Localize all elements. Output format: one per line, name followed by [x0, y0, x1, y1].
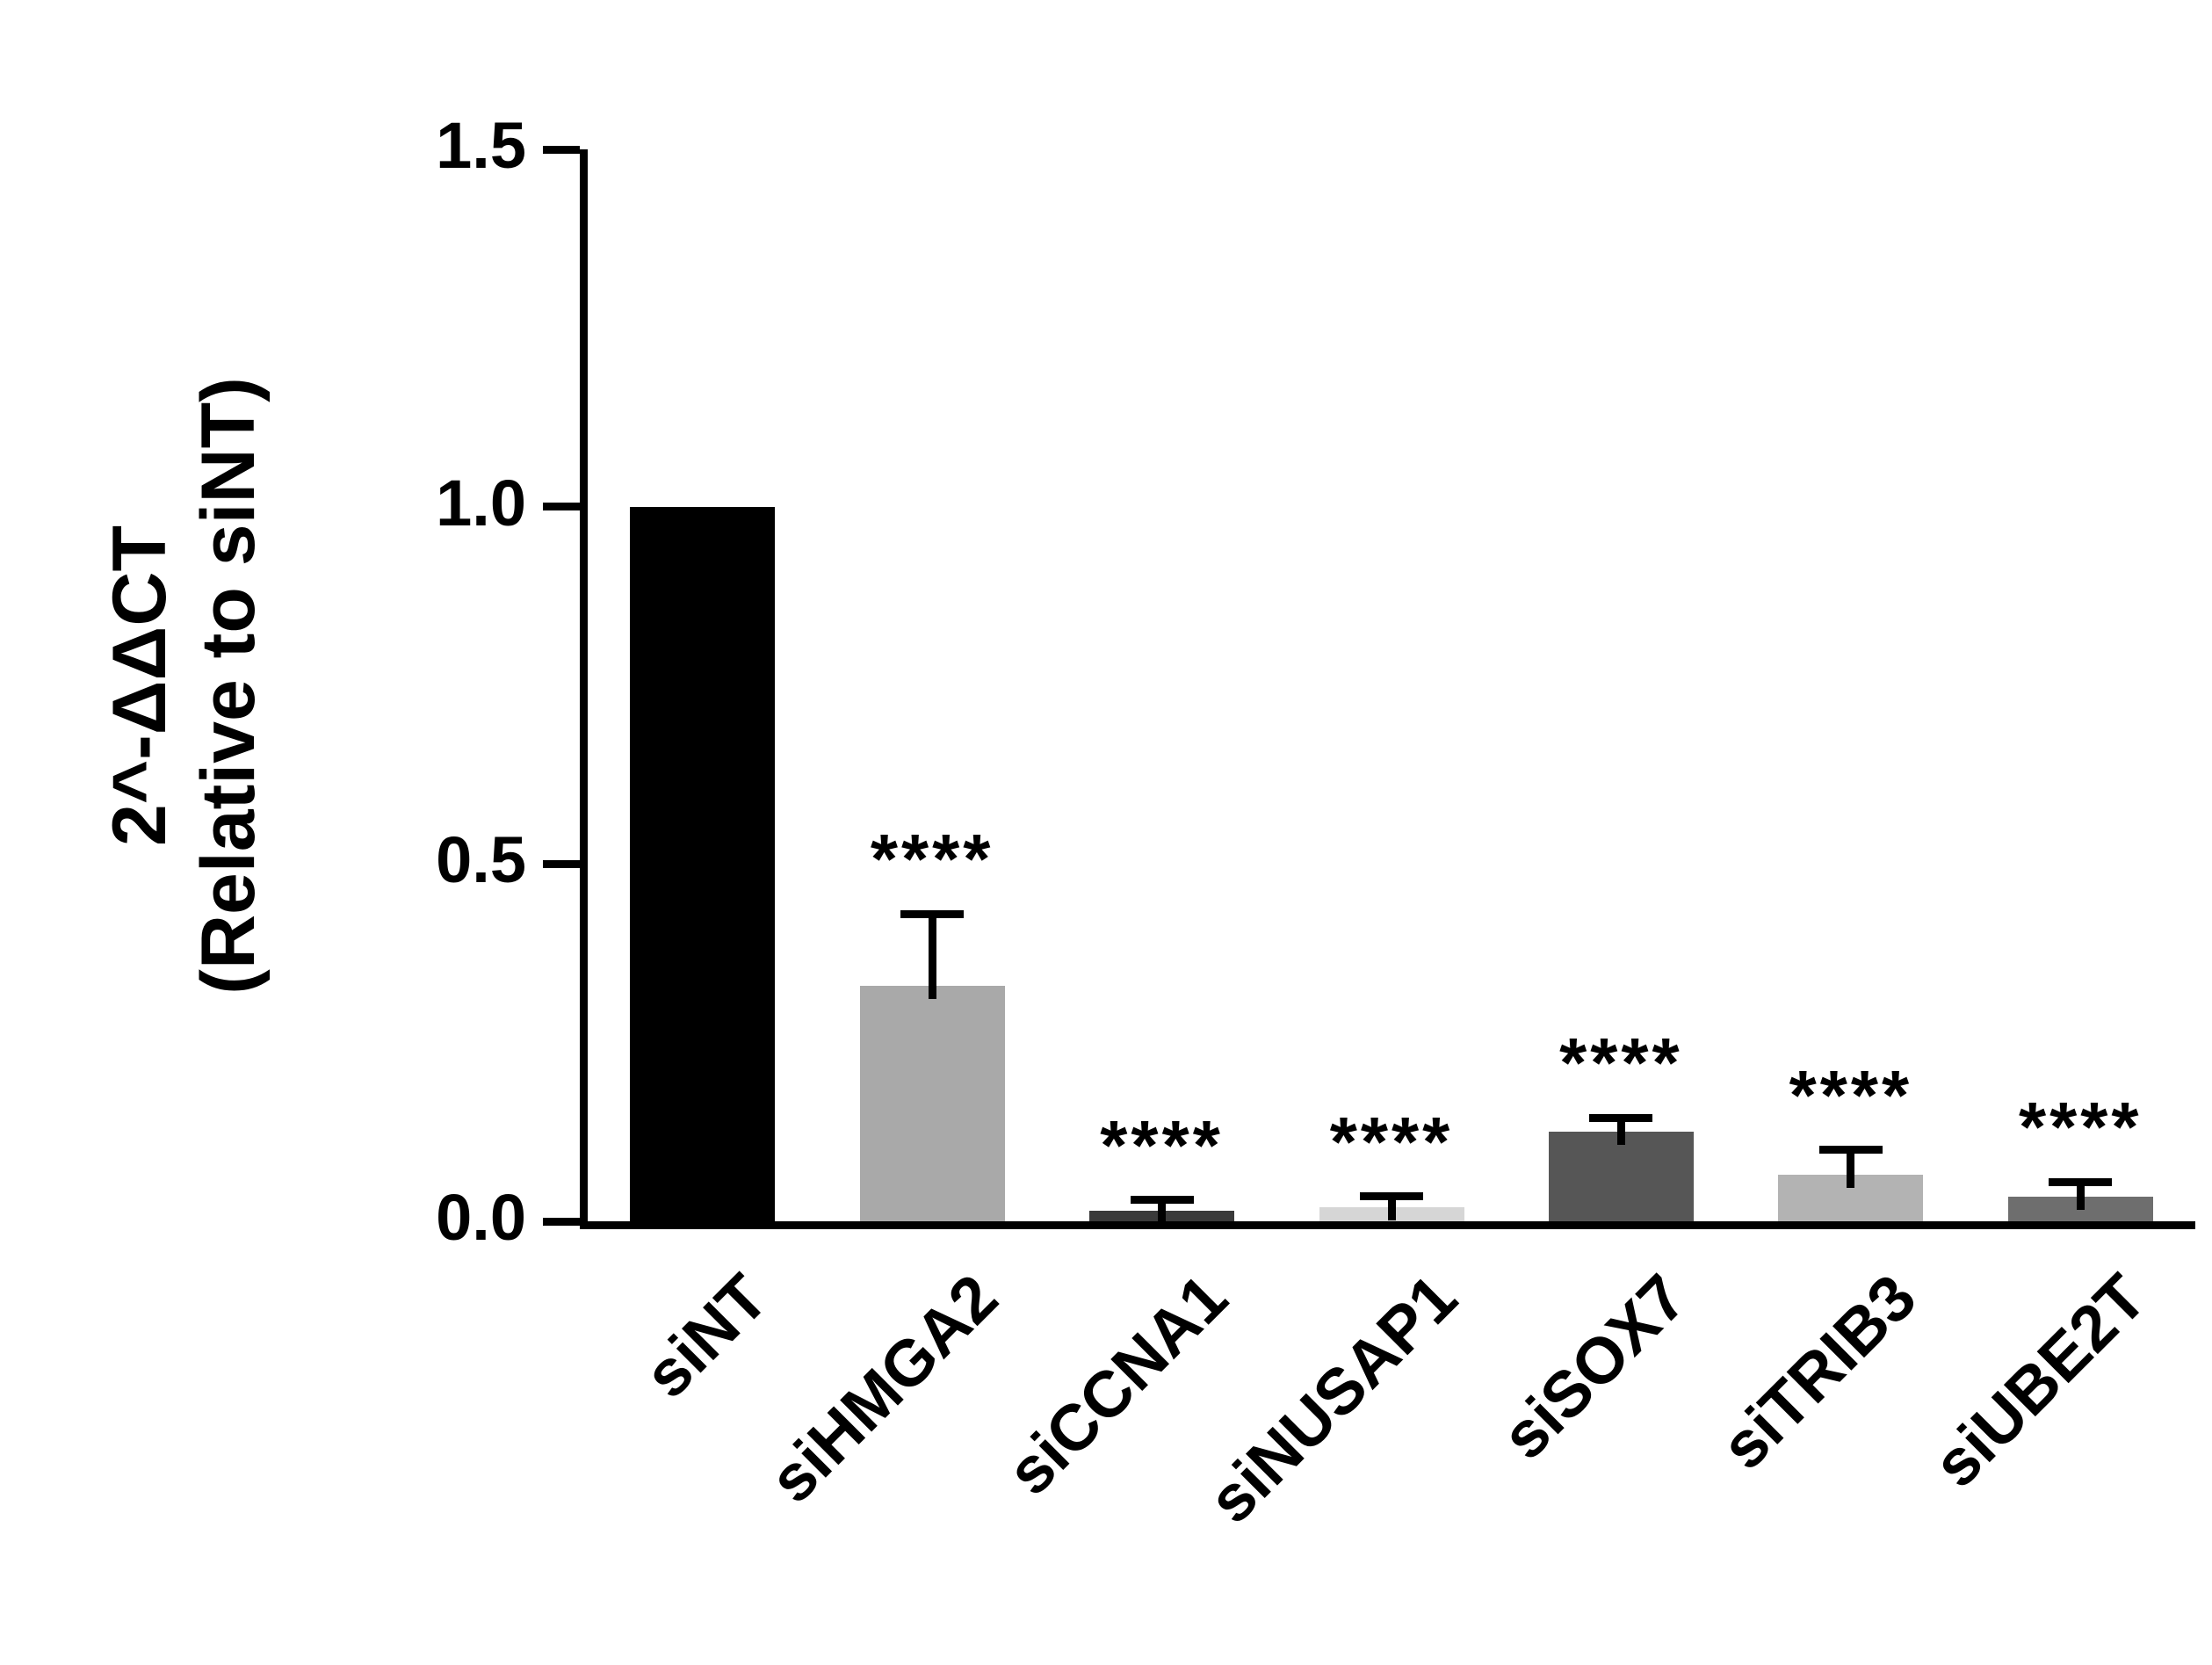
significance-stars: **** — [1329, 1102, 1454, 1181]
x-axis-label-siNT: siNT — [630, 1260, 782, 1412]
significance-stars: **** — [1559, 1024, 1683, 1103]
error-bar-cap — [1130, 1196, 1194, 1205]
y-tick-mark — [543, 503, 580, 511]
x-axis-label-siSOX7: siSOX7 — [1487, 1260, 1701, 1473]
significance-stars: **** — [1789, 1055, 1913, 1134]
error-bar-cap — [1818, 1146, 1883, 1155]
error-bar-cap — [2049, 1177, 2113, 1186]
bar-siNT — [630, 506, 776, 1221]
significance-stars: **** — [1100, 1105, 1224, 1184]
error-bar-stem — [1616, 1118, 1625, 1146]
error-bar-stem — [928, 914, 936, 999]
x-axis-label-siHMGA2: siHMGA2 — [755, 1260, 1012, 1517]
x-axis-label-siUBE2T: siUBE2T — [1919, 1260, 2160, 1502]
error-bar-cap — [1589, 1113, 1653, 1122]
x-axis-label-siTRIB3: siTRIB3 — [1707, 1260, 1930, 1483]
bar-siHMGA2 — [859, 985, 1005, 1221]
y-axis-title-line1: 2^-ΔΔCT — [97, 525, 182, 846]
error-bar-stem — [2076, 1182, 2085, 1210]
y-axis-title-line2: (Relative to siNT) — [186, 376, 271, 995]
error-bar-stem — [1847, 1149, 1855, 1189]
x-axis-label-siCCNA1: siCCNA1 — [993, 1260, 1241, 1509]
y-tick-label: 0.0 — [436, 1181, 526, 1254]
y-tick-mark — [543, 859, 580, 868]
error-bar-stem — [1387, 1196, 1396, 1220]
error-bar-stem — [1158, 1199, 1167, 1221]
significance-stars: **** — [870, 820, 994, 899]
y-tick-mark — [543, 1217, 580, 1226]
x-axis-label-siNUSAP1: siNUSAP1 — [1194, 1260, 1471, 1538]
plot-area: 0.0 0.5 1.0 1.5 siNT **** siHMGA2 **** siCCNA1 **… — [436, 113, 2195, 1537]
y-axis-title: 2^-ΔΔCT (Relative to siNT) — [35, 149, 334, 1221]
y-axis-title-text: 2^-ΔΔCT (Relative to siNT) — [96, 377, 274, 994]
y-tick-label: 1.0 — [436, 466, 526, 539]
bar-siSOX7 — [1548, 1132, 1694, 1221]
significance-stars: **** — [2019, 1088, 2143, 1167]
error-bar-cap — [1360, 1192, 1423, 1201]
y-tick-label: 0.5 — [436, 823, 526, 897]
y-tick-label: 1.5 — [436, 109, 526, 182]
y-tick-mark — [543, 145, 580, 154]
error-bar-cap — [900, 909, 965, 918]
